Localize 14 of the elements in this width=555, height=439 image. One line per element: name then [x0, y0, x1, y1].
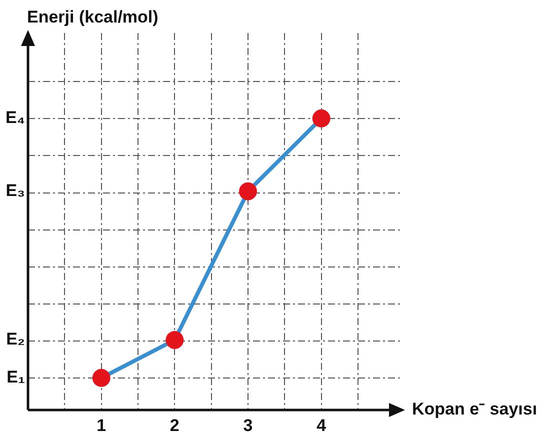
text: E₂ — [6, 330, 25, 349]
point — [166, 331, 184, 350]
x-tick-label: 1 — [96, 416, 106, 435]
text: E₃ — [6, 181, 25, 200]
x-tick-label: 3 — [243, 416, 253, 435]
text: Enerji (kcal/mol) — [27, 8, 158, 27]
x-tick-label: 2 — [170, 416, 180, 435]
point — [239, 182, 257, 200]
text: E₁ — [6, 368, 25, 387]
text: E₄ — [6, 108, 25, 128]
point — [92, 368, 110, 387]
x-tick-label: 4 — [316, 416, 327, 435]
x-axis-title: Kopan e⁻ sayısı — [412, 400, 538, 419]
point — [312, 109, 330, 128]
